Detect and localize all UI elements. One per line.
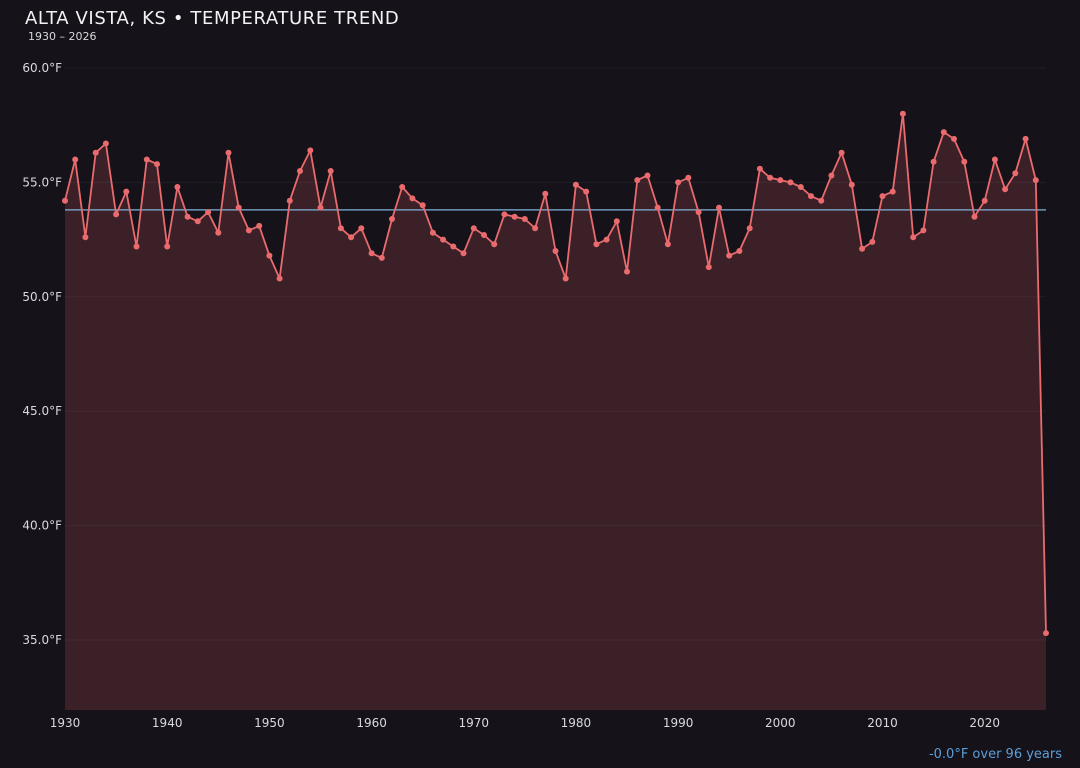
svg-text:35.0°F: 35.0°F [22, 633, 62, 647]
svg-text:1970: 1970 [459, 716, 490, 730]
svg-text:40.0°F: 40.0°F [22, 519, 62, 533]
svg-text:2010: 2010 [867, 716, 898, 730]
chart-title: ALTA VISTA, KS • TEMPERATURE TREND [25, 8, 400, 29]
svg-text:1950: 1950 [254, 716, 285, 730]
svg-text:2000: 2000 [765, 716, 796, 730]
svg-text:60.0°F: 60.0°F [22, 61, 62, 75]
svg-text:1980: 1980 [561, 716, 592, 730]
svg-text:45.0°F: 45.0°F [22, 404, 62, 418]
svg-text:55.0°F: 55.0°F [22, 175, 62, 189]
svg-text:1990: 1990 [663, 716, 694, 730]
svg-text:2020: 2020 [969, 716, 1000, 730]
svg-text:1930: 1930 [50, 716, 81, 730]
chart-subtitle: 1930 – 2026 [28, 30, 97, 43]
svg-text:1960: 1960 [356, 716, 387, 730]
svg-text:50.0°F: 50.0°F [22, 290, 62, 304]
svg-text:1940: 1940 [152, 716, 183, 730]
trend-summary-label: -0.0°F over 96 years [928, 747, 1062, 762]
